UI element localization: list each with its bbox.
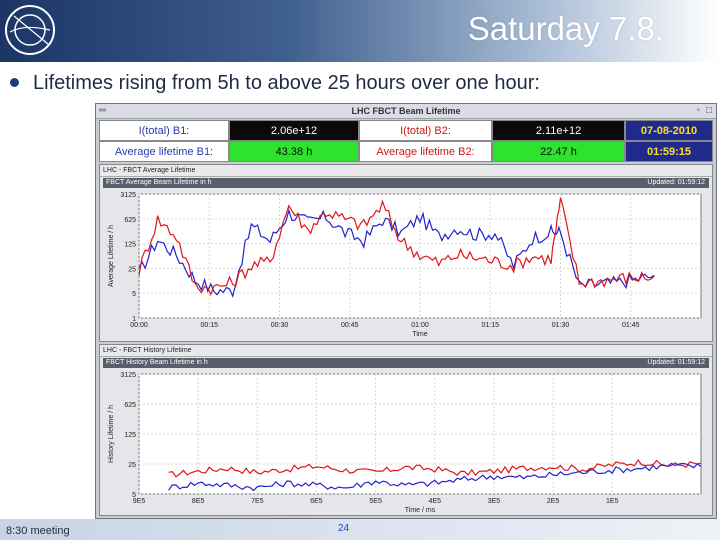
y-tick-label: 3125 [120,192,136,199]
slide-title: Saturday 7.8. [467,10,664,47]
x-tick-label: 00:00 [130,322,148,329]
window-menu-icon[interactable]: ═ [99,105,107,116]
x-axis-label: Time [412,331,427,338]
x-tick-label: 01:30 [552,322,570,329]
x-tick-label: 4E5 [429,498,442,505]
plot-header: FBCT Average Beam Lifetime in h Updated:… [103,178,709,188]
b1-lifetime-label: Average lifetime B1: [99,141,229,162]
series-line [168,462,702,492]
x-tick-label: 01:00 [411,322,429,329]
x-tick-label: 7E5 [251,498,264,505]
b2-intensity-value: 2.11e+12 [492,120,625,141]
cern-logo [5,5,55,55]
maximize-icon[interactable]: □ [705,105,712,116]
x-tick-label: 5E5 [369,498,382,505]
b1-intensity-label: I(total) B1: [99,120,229,141]
bullet-text: Lifetimes rising from 5h to above 25 hou… [33,72,540,94]
footer-meeting-label: 8:30 meeting [6,525,70,537]
y-tick-label: 5 [132,291,136,298]
b2-intensity-label: I(total) B2: [359,120,492,141]
series-line [138,208,655,298]
y-tick-label: 25 [128,462,136,469]
x-tick-label: 00:45 [341,322,359,329]
lifetime-window: ═ LHC FBCT Beam Lifetime ▫ □ I(total) B1… [95,103,717,519]
x-tick-label: 6E5 [310,498,323,505]
plot-title: FBCT Average Beam Lifetime in h [106,179,212,186]
page-number: 24 [338,523,350,534]
y-tick-label: 25 [128,266,136,273]
x-tick-label: 2E5 [547,498,560,505]
x-tick-label: 1E5 [606,498,619,505]
plot-header: FBCT History Beam Lifetime in h Updated:… [103,358,709,368]
series-line [138,197,655,296]
y-tick-label: 125 [124,242,136,249]
x-tick-label: 3E5 [488,498,501,505]
y-tick-label: 625 [124,217,136,224]
plot-title: FBCT History Beam Lifetime in h [106,359,208,366]
date-display: 07-08-2010 [625,120,713,141]
b1-lifetime-value: 43.38 h [229,141,359,162]
y-tick-label: 5 [132,492,136,499]
y-axis-label: History Lifetime / h [108,405,115,463]
minimize-icon[interactable]: ▫ [696,105,700,116]
series-line [168,459,702,478]
x-tick-label: 01:15 [481,322,499,329]
y-axis-label: Average Lifetime / h [108,225,115,287]
x-tick-label: 00:15 [200,322,218,329]
bullet-icon [10,78,19,87]
b2-lifetime-label: Average lifetime B2: [359,141,492,162]
window-title: LHC FBCT Beam Lifetime [351,106,461,116]
panel-title: LHC - FBCT History Lifetime [100,345,712,357]
x-axis-label: Time / ms [405,507,436,514]
b2-lifetime-value: 22.47 h [492,141,625,162]
beam-info-grid: I(total) B1: 2.06e+12 I(total) B2: 2.11e… [99,120,713,162]
y-tick-label: 625 [124,402,136,409]
slide-title-bar: Saturday 7.8. [0,0,720,62]
plot-updated: Updated: 01:59:12 [647,359,705,366]
x-tick-label: 9E5 [133,498,146,505]
y-tick-label: 1 [132,316,136,323]
bullet-item: Lifetimes rising from 5h to above 25 hou… [10,72,540,95]
footer-bar [0,519,720,540]
y-tick-label: 125 [124,432,136,439]
time-display: 01:59:15 [625,141,713,162]
y-tick-label: 3125 [120,372,136,379]
x-tick-label: 01:45 [622,322,640,329]
plot-updated: Updated: 01:59:12 [647,179,705,186]
history-lifetime-panel: LHC - FBCT History Lifetime FBCT History… [99,344,713,516]
window-title-bar[interactable]: ═ LHC FBCT Beam Lifetime ▫ □ [96,104,716,119]
x-tick-label: 8E5 [192,498,205,505]
x-tick-label: 00:30 [271,322,289,329]
average-lifetime-panel: LHC - FBCT Average Lifetime FBCT Average… [99,164,713,342]
panel-title: LHC - FBCT Average Lifetime [100,165,712,177]
average-lifetime-chart: 3125 625 125 25 5 100:00 00:15 00:30 00:45 01:00 0… [108,192,702,338]
b1-intensity-value: 2.06e+12 [229,120,359,141]
